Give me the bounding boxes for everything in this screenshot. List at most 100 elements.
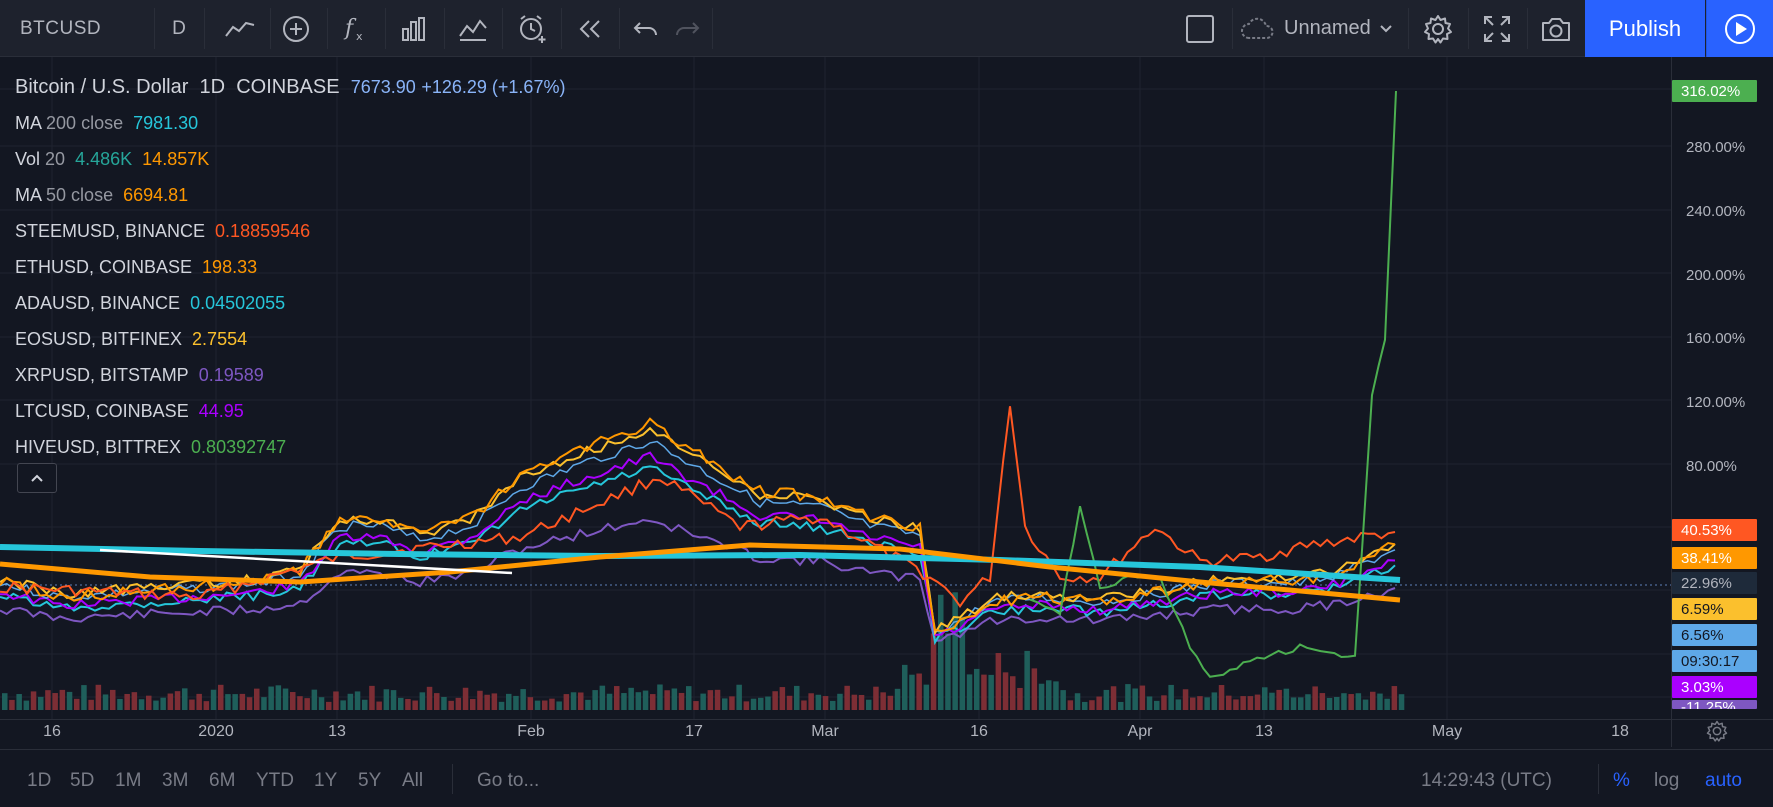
percent-scale-toggle[interactable]: % bbox=[1613, 770, 1630, 791]
compare-legend-row[interactable]: ETHUSD, COINBASE 198.33 bbox=[15, 249, 565, 285]
range-button-3m[interactable]: 3M bbox=[162, 770, 189, 791]
volume-bar bbox=[736, 684, 742, 710]
volume-bar bbox=[419, 692, 426, 710]
volume-bar bbox=[1082, 701, 1088, 710]
time-axis-label: Feb bbox=[517, 723, 545, 740]
undo-button[interactable] bbox=[625, 0, 667, 57]
chart-style-button[interactable] bbox=[218, 0, 262, 57]
volume-bar bbox=[383, 689, 390, 710]
volume-bar bbox=[563, 694, 570, 710]
range-button-1y[interactable]: 1Y bbox=[314, 770, 338, 791]
volume-bar bbox=[621, 693, 627, 710]
toolbar-divider bbox=[502, 8, 503, 49]
interval-button[interactable]: D bbox=[172, 17, 186, 39]
compare-symbol-value: 2.7554 bbox=[192, 329, 248, 349]
svg-text:f: f bbox=[343, 16, 357, 41]
volume-bar bbox=[923, 684, 930, 710]
range-button-1m[interactable]: 1M bbox=[115, 770, 142, 791]
indicator-legend-row[interactable]: MA 200 close 7981.30 bbox=[15, 105, 565, 141]
range-button-5y[interactable]: 5Y bbox=[358, 770, 382, 791]
alert-button[interactable] bbox=[510, 0, 554, 57]
indicator-legend-row[interactable]: MA 50 close 6694.81 bbox=[15, 177, 565, 213]
toolbar-divider bbox=[1468, 8, 1469, 49]
legend-collapse-button[interactable] bbox=[17, 463, 57, 493]
volume-bar bbox=[534, 700, 541, 710]
symbol-search-button[interactable]: BTCUSD bbox=[20, 17, 102, 39]
range-button-all[interactable]: All bbox=[402, 770, 424, 791]
toolbar-divider bbox=[270, 8, 271, 49]
axis-settings-button[interactable] bbox=[1706, 720, 1728, 747]
volume-bar bbox=[866, 699, 872, 710]
volume-bar bbox=[153, 700, 159, 710]
fullscreen-button[interactable] bbox=[1475, 0, 1519, 57]
snapshot-button[interactable] bbox=[1534, 0, 1578, 57]
volume-bar bbox=[657, 684, 663, 710]
compare-legend-row[interactable]: EOSUSD, BITFINEX 2.7554 bbox=[15, 321, 565, 357]
volume-bar bbox=[38, 696, 44, 710]
volume-bar bbox=[1118, 701, 1124, 710]
range-button-5d[interactable]: 5D bbox=[70, 770, 95, 791]
volume-bar bbox=[218, 684, 224, 710]
volume-bar bbox=[196, 693, 202, 710]
layout-name-button[interactable]: Unnamed bbox=[1240, 0, 1410, 57]
volume-bar bbox=[988, 674, 994, 710]
settings-button[interactable] bbox=[1416, 0, 1460, 57]
compare-legend-row[interactable]: STEEMUSD, BINANCE 0.18859546 bbox=[15, 213, 565, 249]
volume-bar bbox=[311, 689, 318, 710]
volume-bar bbox=[707, 690, 714, 710]
goto-date-button[interactable]: Go to... bbox=[477, 770, 540, 791]
compare-legend-row[interactable]: LTCUSD, COINBASE 44.95 bbox=[15, 393, 565, 429]
camera-icon bbox=[1542, 17, 1570, 41]
volume-bar bbox=[1276, 689, 1282, 710]
select-area-button[interactable] bbox=[1178, 0, 1222, 57]
volume-bar bbox=[477, 690, 483, 710]
bar-replay-button[interactable] bbox=[568, 0, 612, 57]
volume-bar bbox=[210, 689, 217, 710]
play-button[interactable] bbox=[1706, 0, 1773, 57]
range-button-1d[interactable]: 1D bbox=[27, 770, 52, 791]
compare-legend-row[interactable]: HIVEUSD, BITTREX 0.80392747 bbox=[15, 429, 565, 465]
publish-button[interactable]: Publish bbox=[1585, 0, 1705, 57]
volume-bar bbox=[45, 690, 51, 710]
volume-bar bbox=[290, 692, 296, 710]
volume-bar bbox=[1290, 697, 1297, 710]
log-scale-toggle[interactable]: log bbox=[1654, 770, 1680, 791]
compare-legend-row[interactable]: ADAUSD, BINANCE 0.04502055 bbox=[15, 285, 565, 321]
price-scale-tag: -11.25% bbox=[1672, 700, 1757, 709]
price-scale-tag: 3.03% bbox=[1672, 676, 1757, 698]
volume-bar bbox=[506, 693, 512, 710]
utc-clock[interactable]: 14:29:43 (UTC) bbox=[1421, 770, 1552, 791]
volume-bar bbox=[974, 668, 980, 710]
volume-bar bbox=[1398, 694, 1405, 710]
volume-bar bbox=[837, 693, 843, 710]
volume-bar bbox=[873, 686, 879, 710]
volume-bar bbox=[189, 699, 195, 710]
volume-bar bbox=[1132, 688, 1138, 710]
auto-scale-toggle[interactable]: auto bbox=[1705, 770, 1742, 791]
volume-bar bbox=[851, 694, 858, 710]
range-button-6m[interactable]: 6M bbox=[209, 770, 236, 791]
volume-bar bbox=[1269, 692, 1275, 710]
redo-button[interactable] bbox=[666, 0, 708, 57]
price-scale-tag: 316.02% bbox=[1672, 80, 1757, 102]
indicator-templates-icon bbox=[459, 18, 487, 41]
compare-legend-row[interactable]: XRPUSD, BITSTAMP 0.19589 bbox=[15, 357, 565, 393]
volume-bar bbox=[1312, 686, 1318, 710]
adausd-line bbox=[0, 465, 1396, 646]
bottom-divider bbox=[452, 764, 453, 794]
volume-bar bbox=[1319, 693, 1326, 710]
indicator-legend-row[interactable]: Vol 20 4.486K 14.857K bbox=[15, 141, 565, 177]
toolbar-divider bbox=[1408, 8, 1409, 49]
templates-button[interactable] bbox=[451, 0, 495, 57]
indicator-value: 4.486K bbox=[75, 149, 133, 169]
volume-bar bbox=[1060, 690, 1066, 710]
volume-bar bbox=[1182, 689, 1189, 710]
compare-button[interactable] bbox=[276, 0, 316, 57]
volume-bar bbox=[434, 693, 440, 710]
range-button-ytd[interactable]: YTD bbox=[256, 770, 294, 791]
main-series-legend[interactable]: Bitcoin / U.S. Dollar 1D COINBASE 7673.9… bbox=[15, 69, 565, 105]
volume-bar bbox=[239, 693, 246, 710]
financials-button[interactable] bbox=[392, 0, 436, 57]
volume-bar bbox=[1175, 699, 1182, 710]
